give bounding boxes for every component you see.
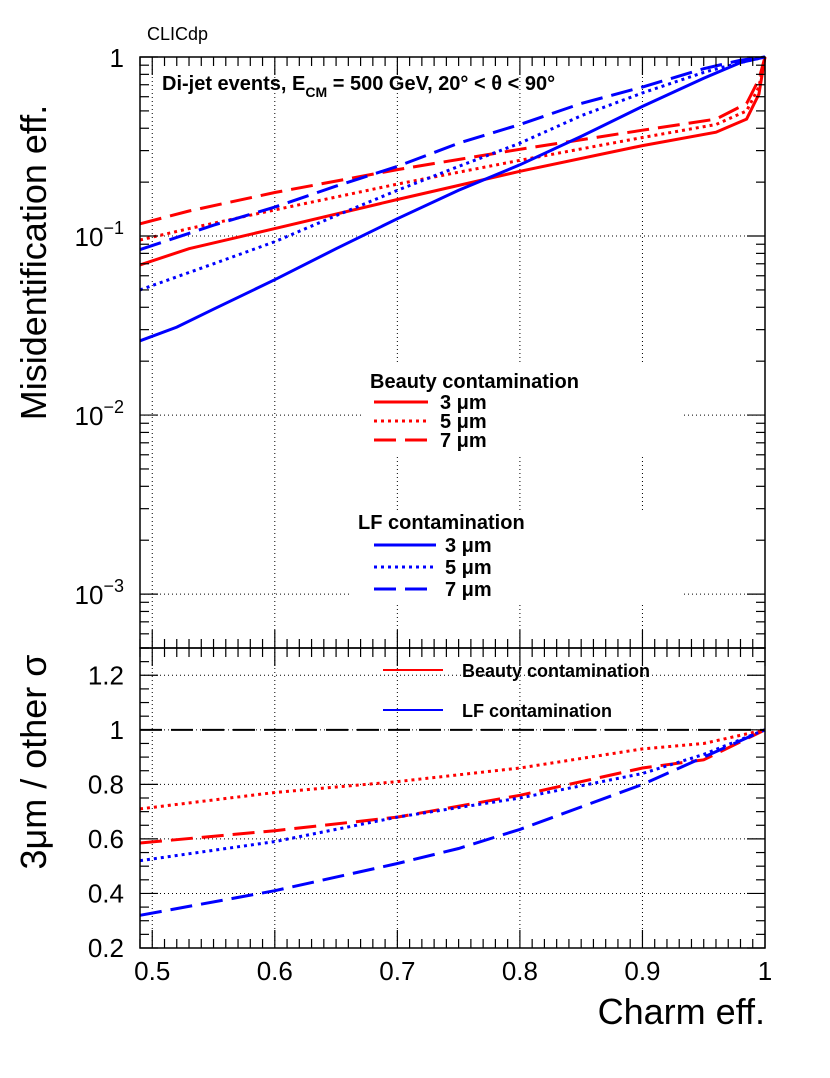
axis-labels: 110−110−210−30.20.40.60.811.20.5 0.6 0.7 0.… xyxy=(13,43,772,1032)
top-annotation: Di-jet events, ECM = 500 GeV, 20° < θ < … xyxy=(162,73,555,100)
series-ratio-lf-7 xyxy=(139,728,766,917)
ratio-ylabel: 3μm / other σ xyxy=(13,654,54,869)
top-legend-title-0: Beauty contamination xyxy=(370,371,579,393)
series-lf-5 xyxy=(139,55,766,292)
top-ytick-base-1: 10 xyxy=(75,222,104,252)
ratio-legend-label-1: LF contamination xyxy=(462,701,612,721)
top-ytick-base-0: 1 xyxy=(110,43,124,73)
xtick-label-1: 0.6 xyxy=(257,956,293,986)
top-legend-label-beauty-5: 5 μm xyxy=(440,411,487,433)
annotation-prefix: Di-jet events, E xyxy=(162,73,305,95)
top-ytick-label-3: 10−3 xyxy=(75,576,124,610)
top-legend-label-beauty-3: 3 μm xyxy=(440,392,487,414)
xtick-label-5: 1 xyxy=(758,956,772,986)
xtick-label-0: 0.5 xyxy=(134,956,170,986)
top-legend-bg-0 xyxy=(362,365,682,457)
series-lf-3 xyxy=(139,55,766,343)
series-ratio-beauty-5 xyxy=(139,728,766,811)
top-ytick-base-2: 10 xyxy=(75,401,104,431)
series-ratio-lf-5 xyxy=(139,728,766,863)
xtick-label-4: 0.9 xyxy=(624,956,660,986)
ratio-series-group xyxy=(139,728,766,917)
top-legend-label-lf-3: 3 μm xyxy=(445,535,492,557)
ratio-ytick-label-1: 0.4 xyxy=(88,878,124,908)
series-beauty-5 xyxy=(139,56,767,242)
top-ylabel: Misidentification eff. xyxy=(13,105,54,421)
series-beauty-7 xyxy=(139,56,767,226)
xlabel: Charm eff. xyxy=(598,991,765,1032)
top-ytick-label-2: 10−2 xyxy=(75,397,124,431)
top-ytick-label-1: 10−1 xyxy=(75,218,124,252)
top-legend-label-lf-7: 7 μm xyxy=(445,579,492,601)
clicdp-watermark: CLICdp xyxy=(147,24,208,44)
ratio-legend-label-0: Beauty contamination xyxy=(462,661,650,681)
ratio-frame xyxy=(139,647,766,949)
top-ytick-exp-1: −1 xyxy=(103,218,124,238)
top-ytick-label-0: 1 xyxy=(110,43,124,73)
top-legend-label-beauty-7: 7 μm xyxy=(440,430,487,452)
annotation-suffix: = 500 GeV, 20° < θ < 90° xyxy=(327,73,555,95)
top-ytick-exp-3: −3 xyxy=(103,576,124,596)
top-ytick-base-3: 10 xyxy=(75,580,104,610)
ratio-ytick-label-0: 0.2 xyxy=(88,933,124,963)
top-series-group xyxy=(139,55,767,343)
series-beauty-3 xyxy=(139,56,767,267)
ratio-ytick-label-4: 1 xyxy=(110,715,124,745)
series-ratio-beauty-7 xyxy=(139,728,766,845)
series-lf-7 xyxy=(139,55,766,252)
top-legend-label-lf-5: 5 μm xyxy=(445,557,492,579)
xtick-label-3: 0.8 xyxy=(502,956,538,986)
ratio-grid xyxy=(140,648,765,948)
annotation-subscript: CM xyxy=(305,84,327,100)
ratio-ytick-label-5: 1.2 xyxy=(88,660,124,690)
ratio-legend: Beauty contamination LF contamination xyxy=(383,661,650,721)
top-legend-title-1: LF contamination xyxy=(358,512,525,534)
ratio-ytick-label-3: 0.8 xyxy=(88,769,124,799)
ratio-ytick-label-2: 0.6 xyxy=(88,824,124,854)
xtick-label-2: 0.7 xyxy=(379,956,415,986)
top-ytick-exp-2: −2 xyxy=(103,397,124,417)
ratio-axes-box xyxy=(139,647,766,949)
